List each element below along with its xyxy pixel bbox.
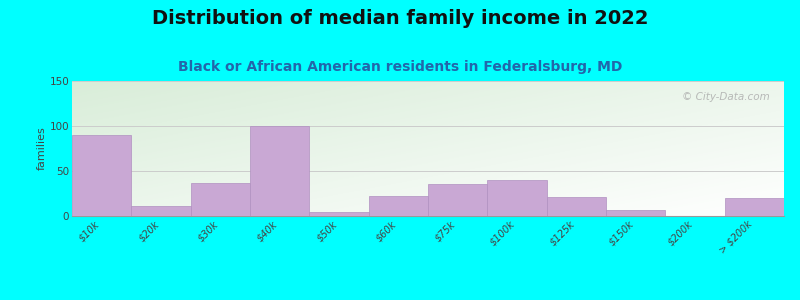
Bar	[546, 197, 606, 216]
Bar	[72, 135, 131, 216]
Bar	[369, 196, 428, 216]
Bar	[606, 210, 666, 216]
Text: Black or African American residents in Federalsburg, MD: Black or African American residents in F…	[178, 60, 622, 74]
Text: Distribution of median family income in 2022: Distribution of median family income in …	[152, 9, 648, 28]
Bar	[131, 206, 190, 216]
Bar	[487, 180, 546, 216]
Y-axis label: families: families	[37, 127, 46, 170]
Bar	[725, 198, 784, 216]
Bar	[310, 212, 369, 216]
Bar	[250, 126, 310, 216]
Bar	[428, 184, 487, 216]
Bar	[190, 183, 250, 216]
Text: © City-Data.com: © City-Data.com	[682, 92, 770, 102]
